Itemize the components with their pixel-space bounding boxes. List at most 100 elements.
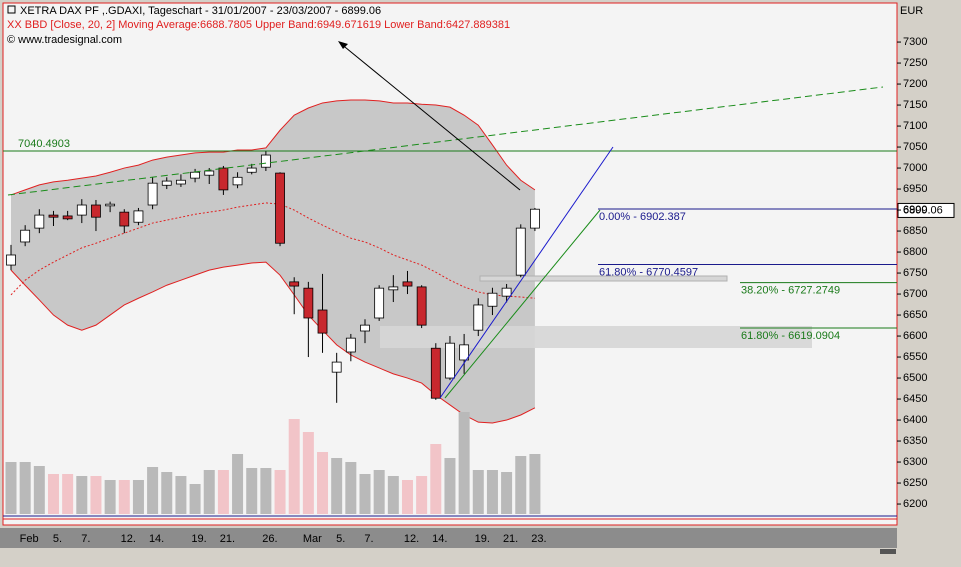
x-tick-label: Mar bbox=[303, 533, 322, 545]
x-tick-label: 19. bbox=[191, 533, 206, 545]
y-tick-label: 7100 bbox=[903, 120, 927, 132]
x-tick-label: 12. bbox=[121, 533, 136, 545]
volume-bar bbox=[331, 458, 343, 514]
horizontal-line-label: 7040.4903 bbox=[18, 138, 70, 150]
candle-body bbox=[416, 286, 427, 326]
y-tick-label: 6950 bbox=[903, 183, 927, 195]
candle-body bbox=[374, 287, 385, 319]
volume-bar bbox=[387, 476, 399, 514]
volume-bar bbox=[444, 458, 456, 514]
candle-body bbox=[331, 361, 342, 373]
x-tick-label: 5. bbox=[336, 533, 345, 545]
candle-body bbox=[289, 281, 300, 287]
x-tick-label: 21. bbox=[220, 533, 235, 545]
x-tick-label: Feb bbox=[20, 533, 39, 545]
x-tick-label: 19. bbox=[475, 533, 490, 545]
volume-bar bbox=[203, 470, 215, 514]
candle-body bbox=[105, 203, 116, 207]
source: © www.tradesignal.com bbox=[7, 34, 122, 46]
candle-body bbox=[402, 281, 413, 287]
x-tick-label: 14. bbox=[432, 533, 447, 545]
volume-bar bbox=[302, 432, 314, 514]
volume-bar bbox=[260, 468, 272, 514]
volume-bar bbox=[246, 468, 258, 514]
volume-bar bbox=[416, 476, 428, 514]
y-tick-label: 7150 bbox=[903, 99, 927, 111]
volume-bar bbox=[5, 462, 17, 514]
y-tick-label: 6250 bbox=[903, 477, 927, 489]
volume-bar bbox=[373, 470, 385, 514]
candle-body bbox=[487, 292, 498, 307]
x-tick-label: 7. bbox=[81, 533, 90, 545]
candle-body bbox=[388, 286, 399, 291]
volume-bar bbox=[33, 466, 45, 514]
volume-bar bbox=[501, 472, 513, 514]
candle-body bbox=[246, 167, 257, 173]
y-tick-label: 6750 bbox=[903, 267, 927, 279]
volume-bar bbox=[47, 474, 59, 514]
candle-body bbox=[133, 210, 144, 223]
candle-body bbox=[34, 214, 45, 229]
candle-body bbox=[445, 342, 455, 379]
candle-body bbox=[6, 254, 16, 266]
candle-body bbox=[459, 344, 470, 361]
candle-body bbox=[62, 215, 73, 220]
zone bbox=[380, 326, 812, 348]
candle-body bbox=[119, 211, 130, 227]
icon bbox=[7, 5, 16, 14]
y-tick-label: 6600 bbox=[903, 330, 927, 342]
volume-bar bbox=[217, 470, 229, 514]
candle-body bbox=[275, 172, 285, 244]
x-tick-label: 21. bbox=[503, 533, 518, 545]
volume-bar bbox=[515, 456, 527, 514]
volume-bar bbox=[189, 484, 201, 514]
arrow-head bbox=[338, 41, 348, 49]
volume-bar bbox=[430, 444, 442, 514]
candle-body bbox=[473, 304, 484, 331]
x-tick-label: 5. bbox=[53, 533, 62, 545]
candle-body bbox=[515, 227, 526, 276]
zone bbox=[479, 275, 728, 282]
candle-body bbox=[91, 204, 101, 218]
volume-bar bbox=[76, 476, 88, 514]
volume-bar bbox=[486, 470, 498, 514]
candle-body bbox=[303, 287, 314, 319]
volume-bar bbox=[529, 454, 541, 514]
y-tick-label: 6450 bbox=[903, 393, 927, 405]
volume-bar bbox=[274, 470, 286, 514]
indicator-label: XX BBD [Close, 20, 2] Moving Average:668… bbox=[7, 19, 510, 31]
y-tick-label: 6650 bbox=[903, 309, 927, 321]
chart-title: XETRA DAX PF ,.GDAXI, Tageschart - 31/01… bbox=[20, 5, 381, 17]
volume-bar bbox=[62, 474, 74, 514]
candle-body bbox=[360, 324, 370, 332]
candle-body bbox=[317, 309, 328, 334]
volume-bar bbox=[401, 480, 413, 514]
volume-bar bbox=[132, 480, 144, 514]
fib-label: 38.20% - 6727.2749 bbox=[741, 284, 840, 296]
candle-body bbox=[176, 179, 186, 185]
x-tick-label: 7. bbox=[364, 533, 373, 545]
candle-body bbox=[48, 214, 59, 218]
arrow-line bbox=[339, 42, 521, 191]
y-tick-label: 7200 bbox=[903, 78, 927, 90]
x-tick-label: 26. bbox=[262, 533, 277, 545]
volume-bar bbox=[345, 462, 357, 514]
candle-body bbox=[190, 171, 200, 179]
volume-bar bbox=[118, 480, 130, 514]
volume-bar bbox=[458, 412, 470, 514]
y-tick-label: 6700 bbox=[903, 288, 927, 300]
x-tick-label: 23. bbox=[531, 533, 546, 545]
y-tick-label: 7300 bbox=[903, 36, 927, 48]
lower-band bbox=[10, 261, 536, 424]
last-price-label: 6899.06 bbox=[903, 204, 943, 216]
y-tick-label: 6850 bbox=[903, 225, 927, 237]
trend-line bbox=[439, 146, 614, 399]
volume-bar bbox=[161, 472, 173, 514]
trend-line bbox=[444, 209, 601, 399]
y-tick-label: 6200 bbox=[903, 498, 927, 510]
candle-body bbox=[345, 337, 356, 353]
x-tick-label: 12. bbox=[404, 533, 419, 545]
candle-body bbox=[76, 204, 87, 216]
volume-bar bbox=[232, 454, 244, 514]
y-axis-label: EUR bbox=[900, 5, 923, 17]
